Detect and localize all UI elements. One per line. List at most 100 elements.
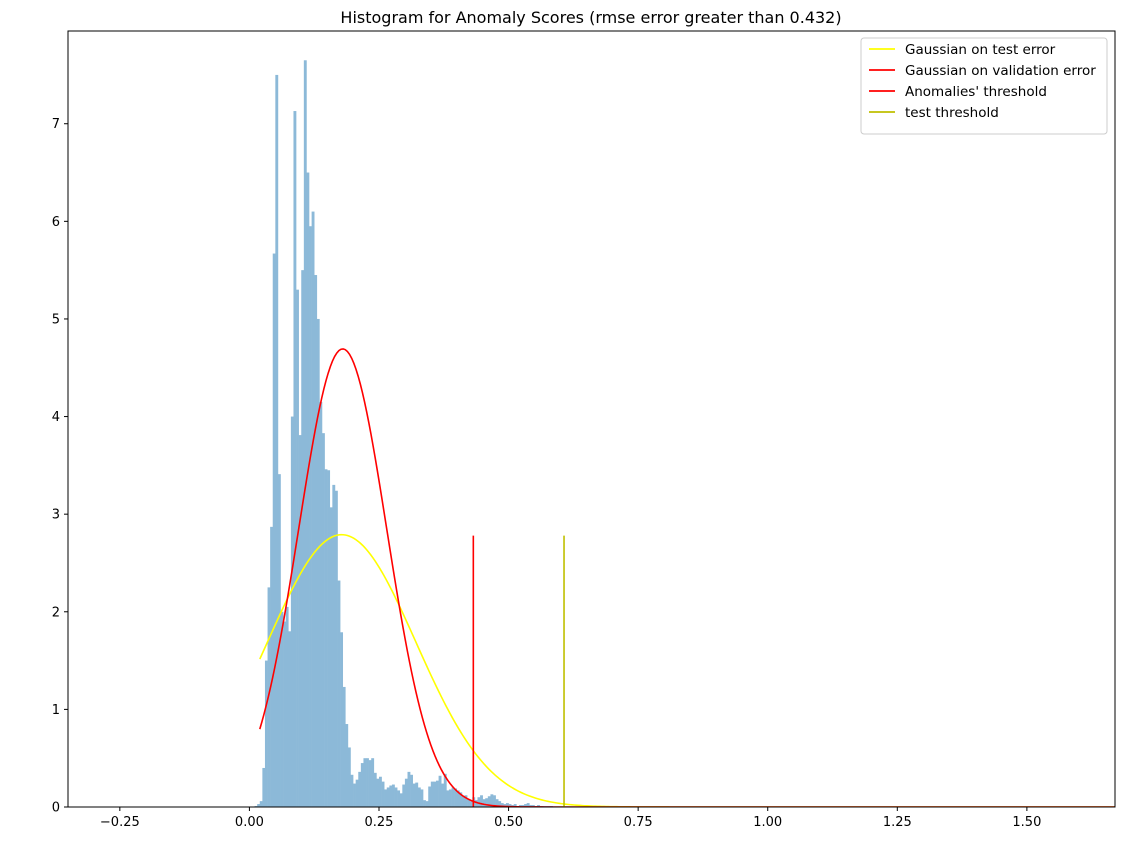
histogram-bar — [433, 781, 437, 807]
histogram-bar — [391, 784, 395, 807]
histogram-bar — [399, 793, 403, 807]
plot-area — [68, 31, 1115, 807]
histogram-bar — [503, 804, 507, 807]
histogram-bar — [321, 433, 325, 807]
x-tick-label: −0.25 — [100, 815, 140, 830]
histogram-bar — [451, 787, 455, 807]
histogram-bar — [436, 780, 439, 807]
histogram-bar — [334, 490, 338, 807]
histogram-bar — [386, 787, 390, 807]
legend: Gaussian on test error Gaussian on valida… — [860, 37, 1108, 135]
histogram-bar — [495, 799, 499, 807]
histogram-bar — [314, 275, 318, 807]
histogram-bar — [456, 790, 460, 807]
histogram-bar — [332, 484, 336, 807]
x-axis: −0.25 0.00 0.25 0.50 0.75 1.00 1.25 1.50 — [100, 807, 1041, 830]
x-tick-label: 1.25 — [883, 815, 912, 830]
histogram-bar — [474, 800, 478, 807]
histogram-bar — [464, 795, 468, 807]
histogram-bar — [459, 792, 463, 807]
histogram-bar — [259, 801, 263, 807]
histogram-bar — [366, 758, 369, 807]
histogram-bar — [531, 805, 535, 807]
histogram-bar — [288, 631, 292, 807]
histogram-bar — [327, 470, 331, 807]
histogram-bar — [521, 805, 525, 807]
histogram-bar — [329, 507, 333, 807]
histogram-bar — [350, 774, 354, 807]
histogram-bar — [353, 783, 356, 807]
histogram-bar — [446, 790, 450, 807]
histogram-bar — [347, 747, 351, 807]
histogram-bar — [296, 289, 299, 807]
histogram-bar — [508, 804, 512, 807]
histogram-bar — [283, 621, 286, 807]
histogram-bar — [270, 526, 274, 807]
histogram-bar — [410, 774, 413, 807]
y-tick-label: 0 — [52, 801, 60, 816]
histogram-bar — [373, 772, 377, 807]
histogram-bar — [498, 801, 502, 807]
histogram-bar — [290, 416, 294, 807]
histogram-bar — [262, 767, 266, 807]
histogram-bar — [306, 172, 310, 807]
histogram-bar — [264, 660, 268, 807]
histogram-bar — [337, 580, 341, 807]
histogram-bar — [518, 805, 522, 807]
histogram-bar — [340, 632, 344, 807]
y-tick-label: 5 — [52, 312, 60, 327]
histogram-bar — [368, 760, 372, 807]
histogram-bar — [423, 800, 426, 807]
histogram-bar — [487, 796, 491, 807]
histogram-bar — [345, 724, 349, 807]
legend-label: Gaussian on test error — [905, 42, 1056, 58]
histogram-bar — [529, 805, 533, 807]
x-tick-label: 1.50 — [1012, 815, 1041, 830]
histogram-bar — [275, 74, 279, 807]
histogram-bar — [415, 782, 419, 807]
histogram-bar — [467, 799, 470, 807]
histogram-bar — [438, 775, 442, 807]
histogram-bar — [298, 435, 302, 807]
histogram-bar — [394, 787, 398, 807]
histogram-bar — [257, 804, 261, 807]
histogram-bar — [285, 606, 289, 807]
histogram-bar — [537, 805, 540, 807]
series-line-1 — [259, 348, 1115, 807]
histogram-bar — [480, 795, 483, 807]
histogram-bar — [384, 789, 388, 807]
histogram-bar — [469, 801, 473, 807]
histogram-bar — [526, 803, 530, 807]
histogram-bar — [381, 781, 385, 807]
histogram-bar — [311, 211, 315, 807]
histogram-bar — [430, 781, 434, 807]
histogram-bar — [316, 318, 320, 807]
legend-label: Gaussian on validation error — [905, 63, 1096, 79]
histogram-bar — [358, 771, 362, 807]
histogram-bar — [404, 778, 408, 807]
histogram-bar — [280, 611, 284, 807]
histogram-bar — [412, 783, 416, 807]
histogram-bar — [355, 779, 359, 807]
histogram-bar — [378, 776, 382, 807]
histogram-bar — [342, 686, 346, 807]
x-tick-label: 0.75 — [624, 815, 653, 830]
y-tick-label: 6 — [52, 215, 60, 230]
y-tick-label: 7 — [52, 117, 60, 132]
histogram-bar — [272, 253, 276, 807]
x-tick-label: 0.25 — [365, 815, 394, 830]
histogram-bar — [461, 796, 465, 807]
histogram-bar — [428, 786, 432, 807]
histogram-bar — [500, 803, 504, 807]
x-tick-label: 1.00 — [753, 815, 782, 830]
histogram-bar — [397, 790, 401, 807]
histogram-bar — [505, 803, 509, 807]
histogram-bar — [407, 771, 411, 807]
histogram-bar — [324, 469, 328, 807]
legend-box — [860, 37, 1108, 135]
histogram-bar — [309, 226, 312, 807]
histogram-bar — [485, 798, 489, 807]
histogram-bar — [443, 773, 447, 807]
legend-label: test threshold — [905, 105, 999, 121]
